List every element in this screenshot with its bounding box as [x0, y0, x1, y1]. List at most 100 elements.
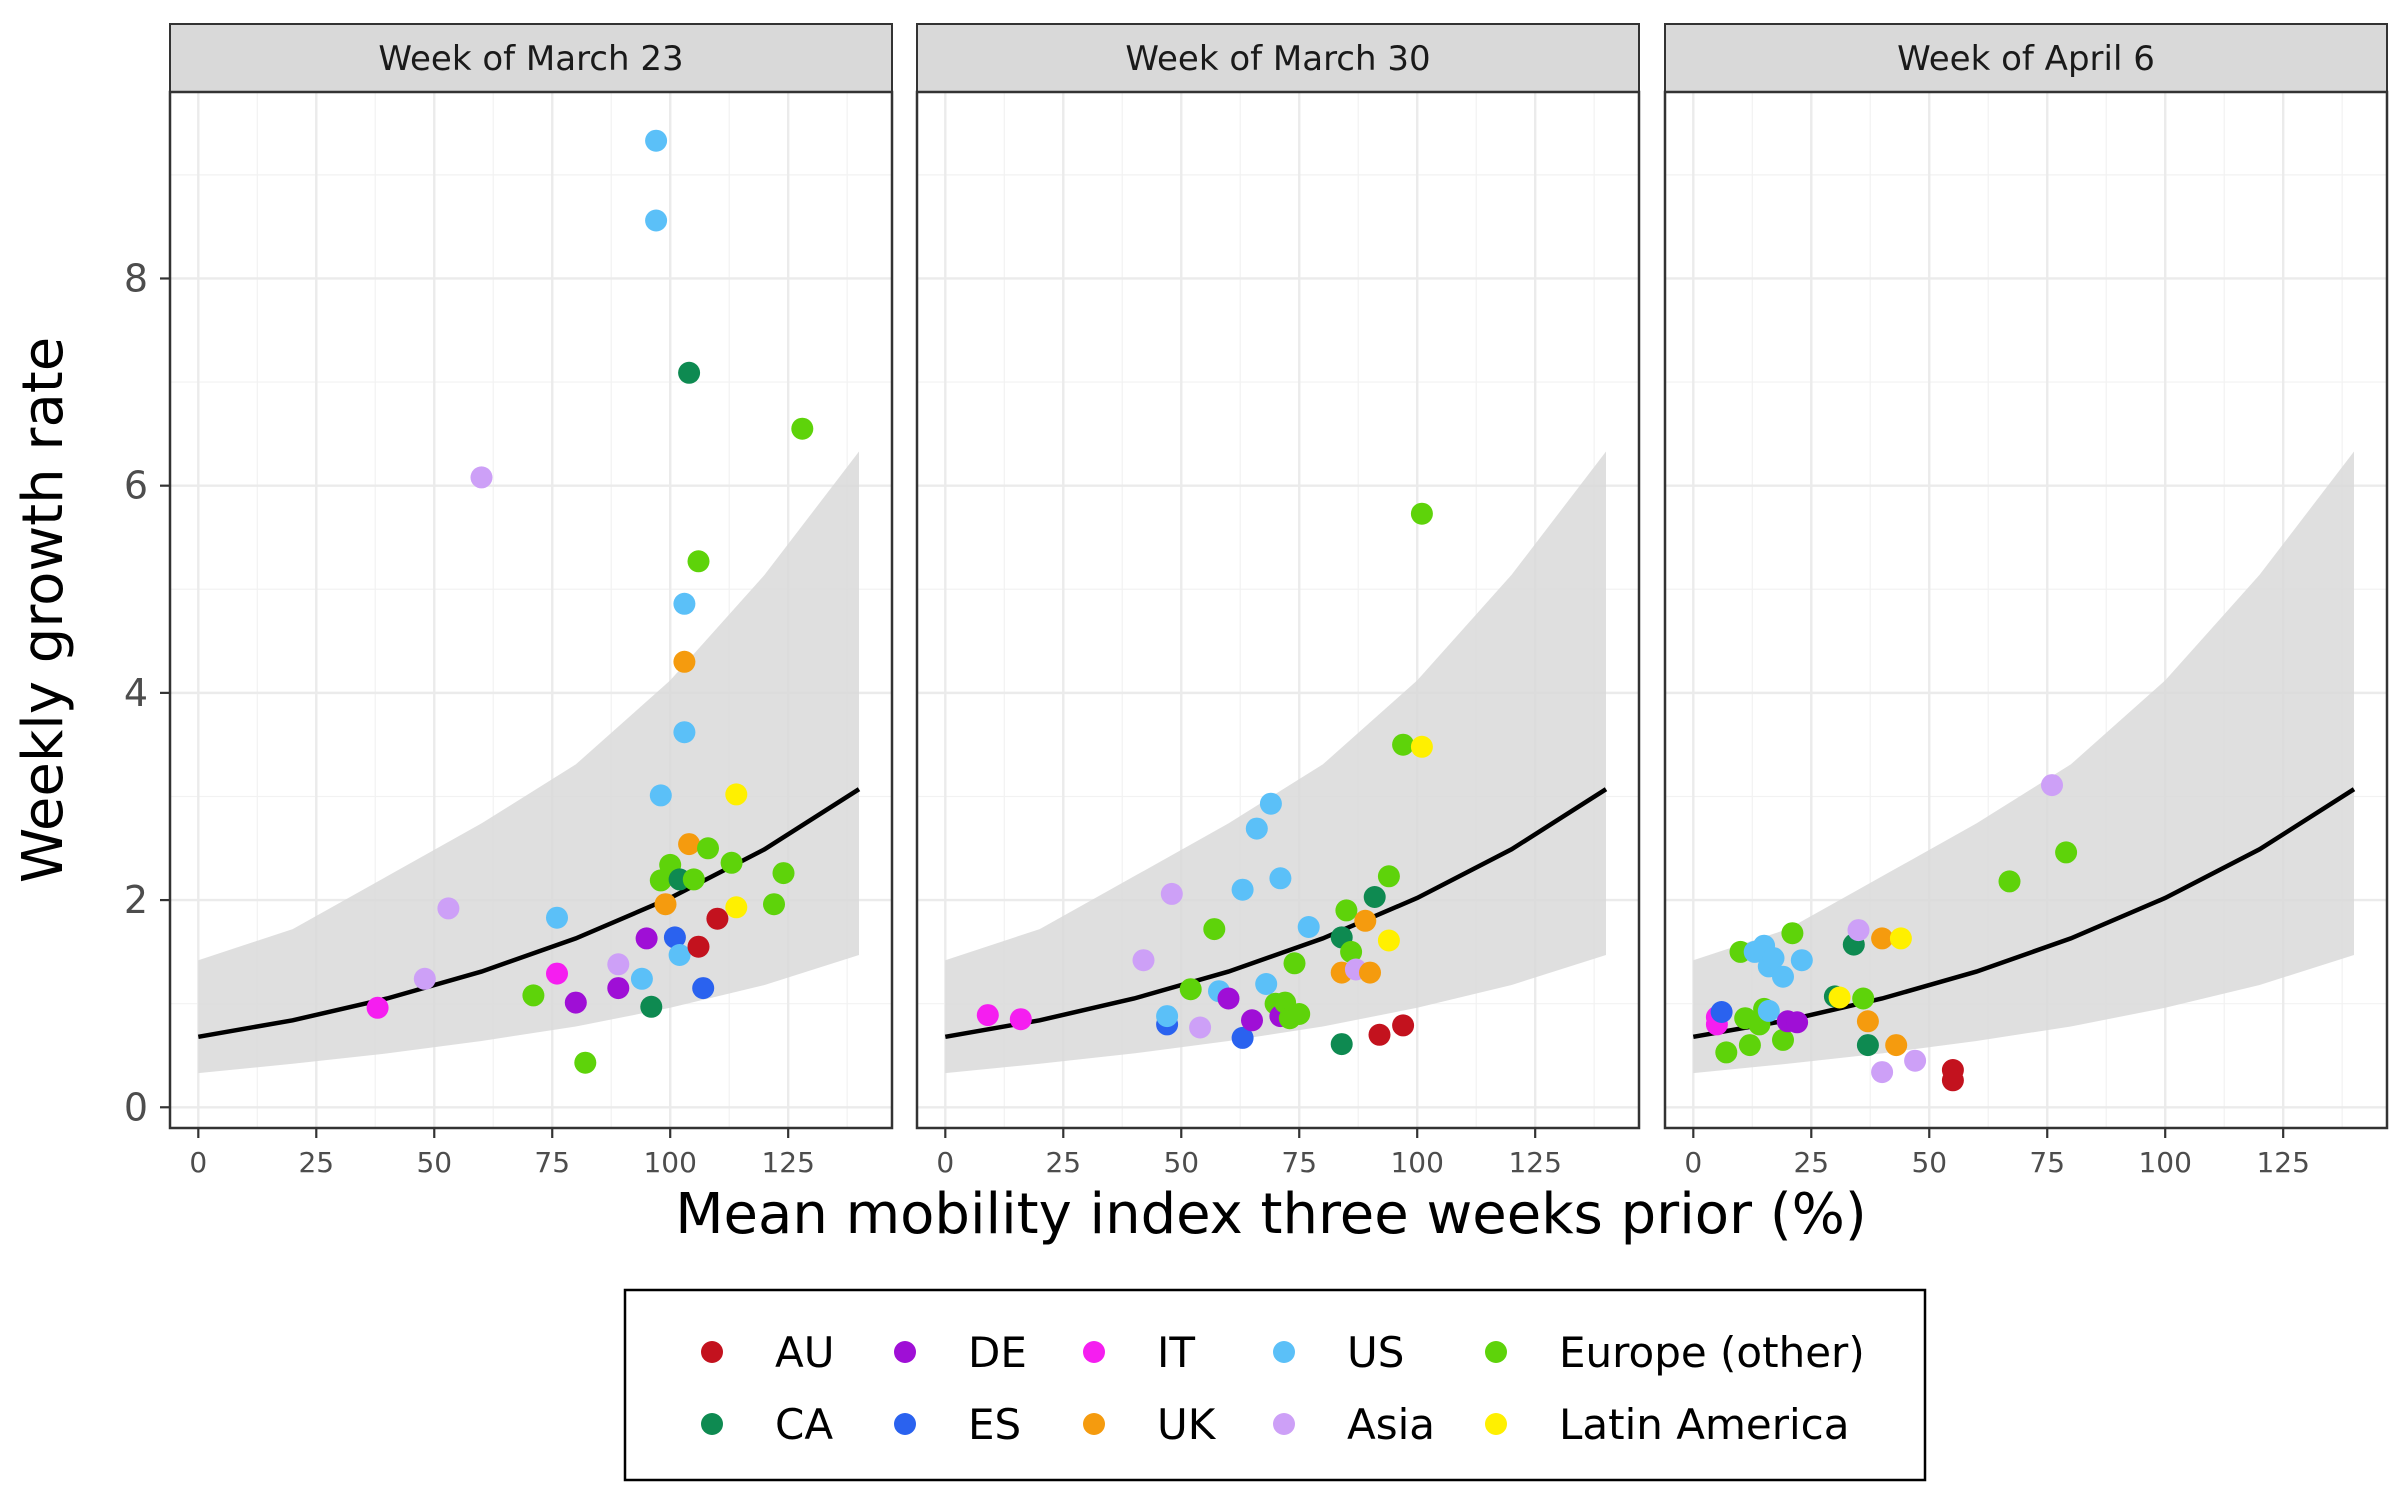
data-point	[1297, 916, 1320, 938]
data-point	[1203, 918, 1226, 941]
data-point	[654, 893, 677, 916]
data-point	[763, 893, 785, 916]
data-point	[1269, 867, 1292, 890]
data-point	[1889, 927, 1912, 950]
legend: AU CA DE ES IT UK US Asia Europe (other) Latin Am…	[623, 1288, 1927, 1482]
legend-label: DE	[968, 1328, 1027, 1377]
data-point	[1179, 978, 1202, 1001]
y-tick-label: 8	[124, 256, 148, 300]
x-tick-label: 25	[1045, 1146, 1081, 1179]
legend-key	[701, 1341, 723, 1363]
panel-border	[915, 90, 1641, 1130]
confidence-band	[198, 451, 860, 1074]
facet-panel: Week of March 23 0 25 50 75 100 125	[168, 23, 894, 1179]
data-point	[437, 897, 460, 920]
data-point	[1738, 1034, 1761, 1057]
data-point	[673, 592, 696, 615]
confidence-band	[945, 451, 1606, 1074]
data-point	[720, 851, 743, 874]
panel-border	[1663, 90, 2389, 1130]
x-tick-label: 125	[761, 1146, 814, 1179]
data-point	[1856, 1034, 1879, 1057]
facet-panel: Week of April 6 0 25 50 75 100 125	[1663, 23, 2389, 1179]
data-point	[687, 550, 710, 573]
data-point	[1871, 1061, 1894, 1084]
data-point	[1871, 927, 1894, 950]
panel-border	[168, 90, 894, 1130]
data-point	[1156, 1005, 1179, 1028]
y-axis-title: Weekly growth rate	[11, 337, 76, 883]
data-point	[607, 953, 630, 976]
y-tick-label: 0	[124, 1085, 148, 1129]
data-point	[2055, 841, 2078, 864]
data-point	[1009, 1008, 1032, 1031]
data-point	[1340, 940, 1363, 963]
legend-label: AU	[775, 1328, 834, 1377]
data-point	[1377, 865, 1400, 888]
legend-label: Asia	[1347, 1400, 1435, 1449]
data-point	[1241, 1009, 1263, 1032]
x-tick-label: 0	[1684, 1146, 1702, 1179]
confidence-band	[1693, 451, 2354, 1074]
data-point	[976, 1004, 999, 1027]
data-point	[1231, 878, 1254, 901]
data-point	[668, 944, 691, 966]
facet-panel: Week of March 30 0 25 50 75 100 125	[915, 23, 1641, 1179]
legend-key	[1083, 1341, 1105, 1363]
legend-key	[701, 1413, 723, 1435]
data-point	[791, 417, 814, 440]
legend-key	[1083, 1413, 1105, 1435]
x-tick-label: 25	[1793, 1146, 1829, 1179]
data-point	[470, 466, 493, 489]
legend-items: AU CA DE ES IT UK US Asia Europe (other) Latin Am…	[701, 1328, 1865, 1449]
data-point	[1828, 986, 1851, 1009]
data-point	[1330, 1033, 1353, 1056]
legend-label: IT	[1157, 1328, 1195, 1377]
data-point	[678, 833, 701, 856]
legend-label: UK	[1157, 1400, 1217, 1449]
x-tick-label: 0	[936, 1146, 954, 1179]
legend-item: Latin America	[1485, 1400, 1850, 1449]
data-point	[1762, 947, 1785, 970]
legend-key	[1273, 1341, 1295, 1363]
legend-label: ES	[968, 1400, 1021, 1449]
y-tick-label: 6	[124, 464, 148, 508]
data-point	[1231, 1026, 1254, 1049]
data-point	[1217, 987, 1240, 1010]
facet-strip	[1664, 23, 2388, 93]
data-point	[630, 967, 653, 990]
data-point	[1392, 733, 1415, 756]
data-point	[1856, 1010, 1879, 1033]
data-point	[1781, 922, 1804, 945]
data-point	[725, 783, 748, 806]
legend-label: Europe (other)	[1559, 1328, 1865, 1377]
data-point	[692, 977, 715, 1000]
data-point	[413, 967, 436, 990]
data-point	[673, 650, 696, 673]
data-point	[1160, 882, 1183, 905]
data-point	[1772, 1028, 1794, 1051]
data-point	[725, 896, 748, 919]
x-tick-label: 75	[534, 1146, 570, 1179]
data-point	[564, 991, 587, 1014]
x-tick-label: 0	[189, 1146, 207, 1179]
data-point	[1710, 1001, 1733, 1023]
fit-line	[944, 787, 1608, 1040]
x-tick-label: 75	[1281, 1146, 1317, 1179]
data-point	[1885, 1034, 1908, 1057]
data-point	[1786, 1011, 1809, 1034]
data-point	[2041, 774, 2063, 797]
data-point	[546, 906, 568, 929]
data-point	[1335, 899, 1358, 922]
x-tick-label: 50	[1163, 1146, 1199, 1179]
x-tick-label: 125	[2256, 1146, 2309, 1179]
data-point	[1847, 919, 1870, 942]
legend-item: UK	[1083, 1400, 1217, 1449]
legend-item: IT	[1083, 1328, 1195, 1377]
data-point	[1259, 792, 1282, 815]
data-point	[1904, 1049, 1927, 1072]
legend-key	[1485, 1341, 1507, 1363]
legend-item: Europe (other)	[1485, 1328, 1865, 1377]
data-point	[673, 721, 696, 744]
x-tick-label: 75	[2029, 1146, 2065, 1179]
